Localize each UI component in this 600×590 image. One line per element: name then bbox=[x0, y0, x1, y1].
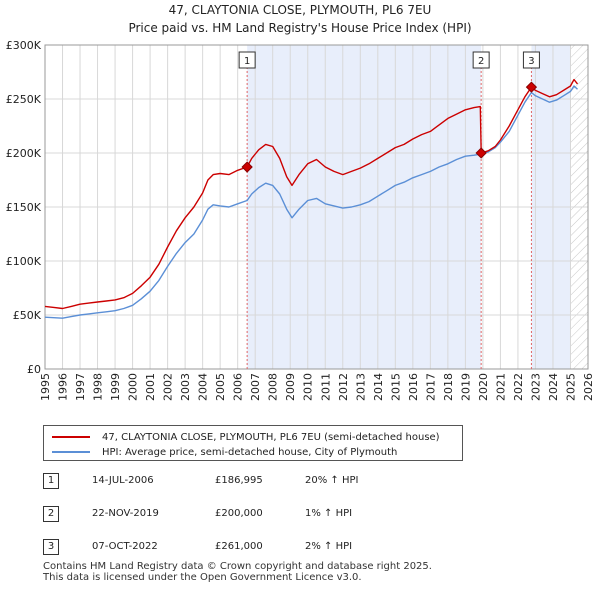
x-tick-label: 2009 bbox=[284, 373, 297, 401]
sale-number: 2 bbox=[43, 506, 59, 522]
y-tick-label: £300K bbox=[6, 39, 42, 52]
sale-label: 1 bbox=[244, 56, 250, 67]
chart-subtitle: Price paid vs. HM Land Registry's House … bbox=[128, 21, 471, 35]
y-tick-label: £200K bbox=[6, 147, 42, 160]
x-tick-label: 2022 bbox=[512, 373, 525, 401]
legend-swatch-property bbox=[52, 436, 90, 438]
table-row: 3 07-OCT-2022 £261,000 2% ↑ HPI bbox=[43, 539, 483, 557]
x-tick-label: 2026 bbox=[582, 373, 595, 401]
x-tick-label: 2005 bbox=[214, 373, 227, 401]
sale-point bbox=[525, 81, 538, 93]
sale-date: 07-OCT-2022 bbox=[92, 541, 158, 552]
y-tick-label: £100K bbox=[6, 255, 42, 268]
x-tick-label: 2006 bbox=[232, 373, 245, 401]
sale-label-box bbox=[522, 51, 540, 69]
footer-line-licence: This data is licensed under the Open Gov… bbox=[43, 572, 362, 583]
table-row: 1 14-JUL-2006 £186,995 20% ↑ HPI bbox=[43, 473, 483, 491]
legend-item-property: 47, CLAYTONIA CLOSE, PLYMOUTH, PL6 7EU (… bbox=[52, 430, 440, 444]
x-tick-label: 1997 bbox=[74, 373, 87, 401]
y-tick-label: £150K bbox=[6, 201, 42, 214]
x-tick-label: 2003 bbox=[179, 373, 192, 401]
sale-point bbox=[475, 147, 487, 159]
plot-frame bbox=[44, 44, 589, 370]
hpi-line bbox=[44, 85, 578, 319]
x-tick-label: 2008 bbox=[267, 373, 280, 401]
x-tick-label: 2013 bbox=[354, 373, 367, 401]
sale-date: 22-NOV-2019 bbox=[92, 508, 159, 519]
x-tick-label: 2014 bbox=[372, 373, 385, 401]
x-tick-label: 1996 bbox=[57, 373, 70, 401]
x-tick-label: 2017 bbox=[424, 373, 437, 401]
x-tick-label: 2024 bbox=[547, 373, 560, 401]
sale-label: 2 bbox=[478, 56, 484, 67]
sale-label-box bbox=[472, 51, 490, 69]
chart-title: 47, CLAYTONIA CLOSE, PLYMOUTH, PL6 7EU bbox=[169, 3, 432, 17]
x-tick-label: 2001 bbox=[144, 373, 157, 401]
sale-hpi-change: 2% ↑ HPI bbox=[305, 541, 353, 552]
x-tick-label: 2023 bbox=[529, 373, 542, 401]
legend-label-property: 47, CLAYTONIA CLOSE, PLYMOUTH, PL6 7EU (… bbox=[102, 431, 440, 443]
property-price-line bbox=[44, 78, 579, 310]
footer-notice: Contains HM Land Registry data © Crown c… bbox=[43, 561, 432, 583]
y-tick-label: £0 bbox=[27, 363, 41, 376]
sale-label-box bbox=[238, 51, 256, 69]
sale-number: 3 bbox=[43, 539, 59, 555]
sale-point bbox=[241, 161, 253, 173]
chart-legend: 47, CLAYTONIA CLOSE, PLYMOUTH, PL6 7EU (… bbox=[43, 425, 463, 461]
x-tick-label: 1998 bbox=[92, 373, 105, 401]
x-tick-label: 1995 bbox=[39, 373, 52, 401]
y-tick-label: £250K bbox=[6, 93, 42, 106]
x-tick-label: 2004 bbox=[197, 373, 210, 401]
x-tick-label: 2025 bbox=[564, 373, 577, 401]
sale-price: £186,995 bbox=[215, 475, 263, 486]
x-tick-label: 2020 bbox=[477, 373, 490, 401]
sale-label: 3 bbox=[528, 56, 534, 67]
legend-swatch-hpi bbox=[52, 451, 90, 453]
y-tick-label: £50K bbox=[13, 309, 42, 322]
price-chart: 47, CLAYTONIA CLOSE, PLYMOUTH, PL6 7EU P… bbox=[6, 3, 595, 401]
table-row: 2 22-NOV-2019 £200,000 1% ↑ HPI bbox=[43, 506, 483, 524]
x-tick-label: 2018 bbox=[442, 373, 455, 401]
footer-line-copyright: Contains HM Land Registry data © Crown c… bbox=[43, 561, 432, 572]
x-tick-label: 2007 bbox=[249, 373, 262, 401]
x-tick-label: 2016 bbox=[407, 373, 420, 401]
x-tick-label: 2012 bbox=[337, 373, 350, 401]
sale-number: 1 bbox=[43, 473, 59, 489]
sale-date: 14-JUL-2006 bbox=[92, 475, 154, 486]
sale-price: £200,000 bbox=[215, 508, 263, 519]
sale-hpi-change: 1% ↑ HPI bbox=[305, 508, 353, 519]
x-tick-label: 2010 bbox=[302, 373, 315, 401]
x-tick-label: 1999 bbox=[109, 373, 122, 401]
x-tick-label: 2011 bbox=[319, 373, 332, 401]
x-tick-label: 2000 bbox=[127, 373, 140, 401]
x-tick-label: 2019 bbox=[459, 373, 472, 401]
legend-item-hpi: HPI: Average price, semi-detached house,… bbox=[52, 445, 397, 459]
sale-price: £261,000 bbox=[215, 541, 263, 552]
x-tick-label: 2021 bbox=[494, 373, 507, 401]
x-tick-label: 2015 bbox=[389, 373, 402, 401]
legend-label-hpi: HPI: Average price, semi-detached house,… bbox=[102, 446, 398, 458]
x-tick-label: 2002 bbox=[162, 373, 175, 401]
sale-hpi-change: 20% ↑ HPI bbox=[305, 475, 359, 486]
